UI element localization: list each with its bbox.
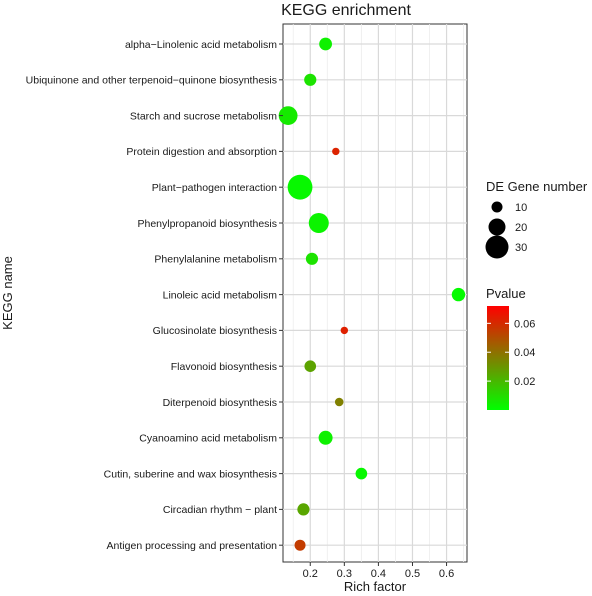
data-point (318, 430, 333, 445)
y-tick-label: Flavonoid biosynthesis (171, 361, 277, 373)
data-point (297, 503, 310, 516)
plot-panel (282, 23, 468, 563)
size-legend-items: 10 20 30 (485, 201, 527, 259)
y-tick-label: Cutin, suberine and wax biosynthesis (104, 468, 277, 480)
x-tick-labels: 0.2 0.3 0.4 0.5 0.6 (303, 562, 454, 580)
plot-area (278, 23, 468, 563)
x-axis-label: Rich factor (344, 579, 407, 594)
y-tick-label: Cyanoamino acid metabolism (139, 433, 277, 445)
y-tick-label: Circadian rhythm − plant (163, 504, 277, 516)
data-point (304, 360, 317, 373)
size-legend: DE Gene number 10 20 30 (485, 179, 588, 259)
data-point (304, 73, 317, 86)
data-point (278, 106, 298, 125)
y-tick-label: Starch and sucrose metabolism (130, 110, 277, 122)
y-tick-label: Phenylpropanoid biosynthesis (137, 218, 277, 230)
y-axis: alpha−Linolenic acid metabolism Ubiquinon… (0, 39, 283, 552)
data-point (287, 174, 313, 200)
pvalue-colorbar (487, 306, 509, 410)
colorbar-tick-label: 0.06 (514, 318, 535, 330)
chart-title: KEGG enrichment (281, 2, 411, 19)
x-tick-label: 0.5 (405, 568, 420, 580)
x-tick-label: 0.4 (371, 568, 386, 580)
y-tick-label: Phenylalanine metabolism (154, 254, 277, 266)
y-tick-label: Plant−pathogen interaction (152, 182, 277, 194)
x-tick-label: 0.6 (439, 568, 454, 580)
data-point (305, 252, 319, 265)
y-tick-label: Glucosinolate biosynthesis (153, 325, 277, 337)
data-points (278, 37, 466, 551)
x-gridlines (292, 24, 464, 562)
size-legend-dot (488, 218, 506, 236)
x-axis: 0.2 0.3 0.4 0.5 0.6 Rich factor (303, 562, 454, 594)
size-legend-dot (485, 235, 509, 259)
size-legend-dot (491, 201, 503, 213)
data-point (451, 287, 466, 302)
y-axis-label: KEGG name (0, 256, 15, 330)
data-point (319, 37, 332, 51)
x-tick-label: 0.2 (303, 568, 318, 580)
color-legend-title: Pvalue (486, 286, 526, 301)
colorbar-tick-label: 0.02 (514, 376, 535, 388)
y-tick-label: Diterpenoid biosynthesis (163, 397, 277, 409)
data-point (340, 326, 349, 335)
colorbar-tick-label: 0.04 (514, 347, 535, 359)
data-point (308, 213, 329, 233)
y-tick-label: alpha−Linolenic acid metabolism (125, 39, 277, 51)
size-legend-label: 20 (515, 222, 527, 234)
y-tick-label: Antigen processing and presentation (107, 540, 278, 552)
data-point (355, 467, 368, 480)
y-tick-label: Protein digestion and absorption (126, 146, 277, 158)
y-tick-label: Linoleic acid metabolism (163, 289, 278, 301)
data-point (294, 539, 306, 551)
size-legend-label: 10 (515, 202, 527, 214)
size-legend-label: 30 (515, 242, 527, 254)
data-point (332, 147, 340, 156)
y-tick-label: Ubiquinone and other terpenoid−quinone b… (26, 75, 277, 87)
color-legend-ticks: 0.02 0.04 0.06 (487, 318, 535, 388)
y-tick-labels: alpha−Linolenic acid metabolism Ubiquinon… (26, 39, 283, 552)
x-tick-label: 0.3 (337, 568, 352, 580)
size-legend-title: DE Gene number (486, 179, 588, 194)
color-legend: Pvalue 0.02 0.04 0.06 (486, 286, 535, 410)
data-point (334, 397, 344, 407)
